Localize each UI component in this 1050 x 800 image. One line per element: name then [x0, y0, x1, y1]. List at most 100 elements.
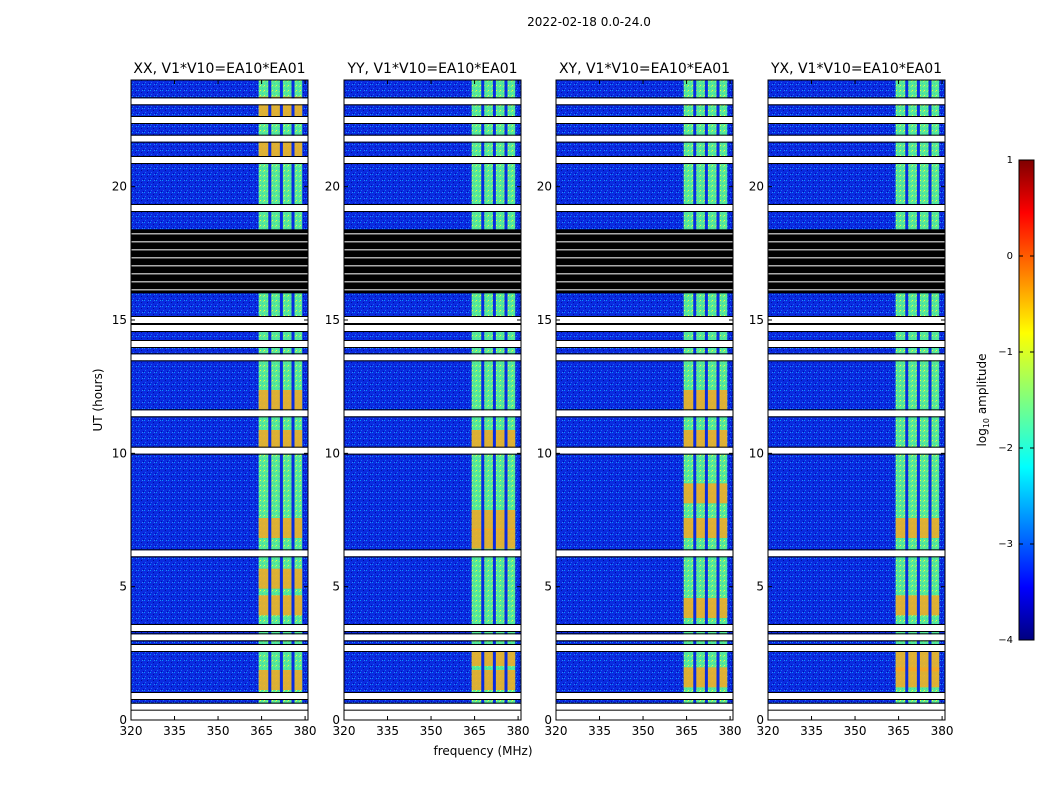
- flag-stripe: [768, 257, 945, 259]
- blank-row-edge: [768, 416, 945, 418]
- blank-row: [768, 550, 945, 557]
- flag-stripe: [131, 273, 308, 275]
- blank-row-edge: [344, 104, 521, 106]
- y-tick-label: 20: [112, 180, 127, 194]
- blank-row-edge: [344, 702, 521, 704]
- blank-row-edge: [344, 692, 521, 693]
- x-tick-label: 335: [800, 724, 823, 738]
- blank-row: [131, 135, 308, 142]
- blank-row-edge: [768, 651, 945, 652]
- y-tick-label: 0: [332, 713, 340, 727]
- y-tick-label: 10: [537, 446, 552, 460]
- blank-row-edge: [344, 699, 521, 700]
- x-tick-label: 335: [588, 724, 611, 738]
- blank-row: [768, 135, 945, 142]
- x-tick-label: 365: [463, 724, 486, 738]
- colorbar-gradient: [1018, 159, 1035, 641]
- colorbar-ticks: 1 0 −1 −2 −3 −4: [998, 155, 1034, 646]
- x-tick-label: 365: [250, 724, 273, 738]
- y-tick-label: 0: [544, 713, 552, 727]
- blank-row: [131, 693, 308, 699]
- flag-stripe: [768, 281, 945, 283]
- blank-row-edge: [768, 316, 945, 317]
- blank-row-edge: [768, 156, 945, 157]
- x-tick-label: 380: [931, 724, 954, 738]
- blank-row-edge: [131, 156, 308, 157]
- blank-row: [131, 354, 308, 361]
- blank-row-edge: [344, 211, 521, 212]
- x-tick-label: 320: [333, 724, 356, 738]
- blank-row: [131, 325, 308, 331]
- blank-row: [131, 703, 308, 710]
- flag-stripe: [556, 249, 733, 251]
- blank-row-edge: [344, 360, 521, 362]
- flag-stripe: [131, 289, 308, 291]
- flag-stripe: [344, 289, 521, 291]
- blank-row-edge: [344, 453, 521, 455]
- blank-row-edge: [344, 640, 521, 642]
- blank-row: [344, 341, 521, 347]
- x-tick-label: 335: [376, 724, 399, 738]
- flag-stripe: [556, 233, 733, 235]
- blank-row-edge: [768, 699, 945, 700]
- blank-row-edge: [556, 446, 733, 448]
- colorbar-label-rest: amplitude: [975, 354, 989, 418]
- blank-row-edge: [131, 692, 308, 693]
- blank-row: [768, 117, 945, 123]
- panel-title: XY, V1*V10=EA10*EA01: [559, 61, 730, 77]
- blank-row-edge: [131, 141, 308, 143]
- panel-title: YY, V1*V10=EA10*EA01: [346, 61, 517, 77]
- blank-row-edge: [131, 409, 308, 411]
- blank-row: [556, 325, 733, 331]
- y-tick-label: 15: [537, 313, 552, 327]
- blank-row-edge: [556, 709, 733, 711]
- x-axis-label: frequency (MHz): [433, 744, 532, 758]
- blank-row-edge: [131, 316, 308, 317]
- blank-row: [344, 693, 521, 699]
- flag-band: [768, 229, 945, 294]
- panels: XX, V1*V10=EA10*EA01 320 335 350 365 380 0 5 10 1…: [112, 61, 954, 738]
- blank-row-edge: [131, 163, 308, 164]
- x-tick-label: 320: [757, 724, 780, 738]
- blank-row: [768, 98, 945, 105]
- y-tick-label: 5: [332, 580, 340, 594]
- x-tick-label: 350: [844, 724, 867, 738]
- blank-row-edge: [344, 549, 521, 551]
- blank-row-edge: [131, 97, 308, 99]
- blank-row-edge: [768, 331, 945, 332]
- colorbar-tick-label: −1: [998, 347, 1013, 358]
- blank-row-edge: [344, 141, 521, 143]
- blank-row: [344, 98, 521, 105]
- flag-stripe: [344, 257, 521, 259]
- panel-3: XY, V1*V10=EA10*EA01 320 335 350 365 380 0 5 10 1…: [537, 61, 742, 738]
- blank-row: [556, 625, 733, 631]
- blank-row-edge: [131, 640, 308, 642]
- y-tick-label: 5: [119, 580, 127, 594]
- plot-frame: [767, 79, 946, 721]
- blank-row-edge: [131, 644, 308, 645]
- blank-row: [131, 625, 308, 631]
- blank-row-edge: [768, 323, 945, 324]
- blank-row: [556, 447, 733, 454]
- blank-row-edge: [131, 651, 308, 652]
- blank-row: [768, 703, 945, 710]
- x-tick-label: 380: [719, 724, 742, 738]
- blank-row-edge: [131, 134, 308, 136]
- blank-row: [131, 157, 308, 163]
- y-tick-label: 20: [325, 180, 340, 194]
- blank-row: [556, 645, 733, 651]
- blank-row: [131, 447, 308, 454]
- blank-row-edge: [556, 141, 733, 143]
- blank-row-edge: [556, 556, 733, 558]
- blank-row-edge: [556, 347, 733, 348]
- blank-row-edge: [131, 633, 308, 635]
- blank-row-edge: [344, 631, 521, 632]
- blank-row-edge: [344, 324, 521, 325]
- blank-row-edge: [344, 556, 521, 558]
- x-tick-label: 320: [120, 724, 143, 738]
- blank-row-edge: [556, 631, 733, 632]
- x-tick-label: 350: [207, 724, 230, 738]
- y-tick-label: 15: [112, 313, 127, 327]
- blank-row-edge: [131, 104, 308, 106]
- blank-row: [344, 205, 521, 211]
